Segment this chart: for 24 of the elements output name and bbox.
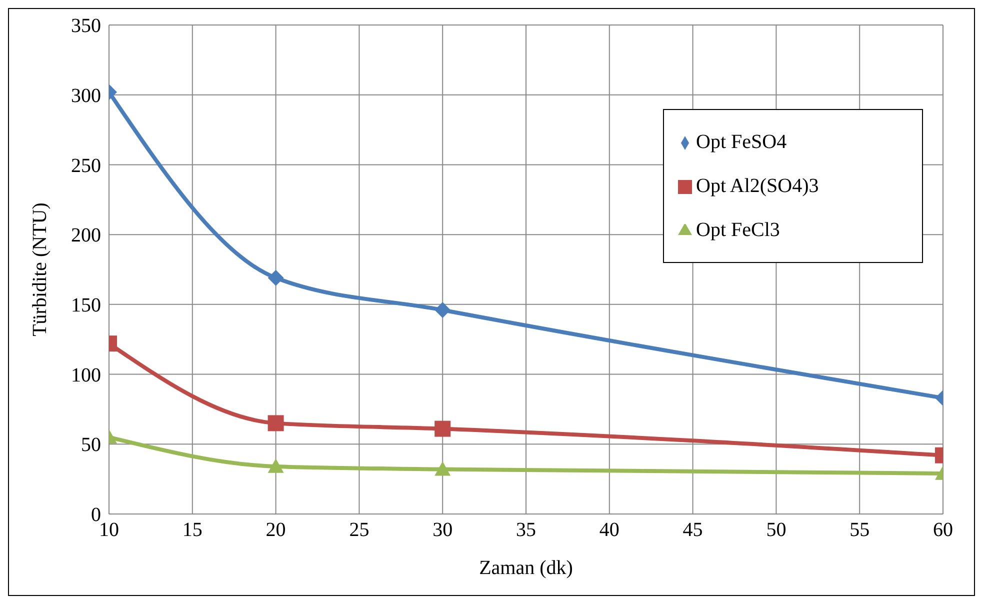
x-tick-label: 30 xyxy=(432,519,453,542)
y-tick-label: 50 xyxy=(81,434,101,456)
x-tick-label: 20 xyxy=(266,519,286,542)
y-axis-title: Türbidite (NTU) xyxy=(29,202,52,336)
legend-label: Opt FeSO4 xyxy=(696,131,787,153)
y-tick-label: 200 xyxy=(71,224,101,247)
x-tick-label: 10 xyxy=(99,519,119,542)
y-tick-label: 350 xyxy=(71,15,101,38)
y-tick-label: 250 xyxy=(71,154,101,177)
legend-label: Opt Al2(SO4)3 xyxy=(696,175,819,197)
x-tick-label: 15 xyxy=(182,519,202,542)
y-tick-label: 0 xyxy=(91,504,101,526)
x-tick-label: 35 xyxy=(516,519,536,542)
x-tick-label: 50 xyxy=(766,519,786,542)
x-tick-label: 55 xyxy=(850,519,870,542)
y-tick-label: 100 xyxy=(71,364,101,386)
y-tick-label: 300 xyxy=(71,84,101,107)
x-tick-label: 25 xyxy=(349,519,370,542)
x-tick-label: 60 xyxy=(933,519,953,542)
x-axis-title: Zaman (dk) xyxy=(479,557,573,579)
x-tick-label: 40 xyxy=(599,519,620,542)
legend-label: Opt FeCl3 xyxy=(696,219,780,241)
y-tick-label: 150 xyxy=(71,294,101,317)
x-tick-label: 45 xyxy=(682,519,703,542)
